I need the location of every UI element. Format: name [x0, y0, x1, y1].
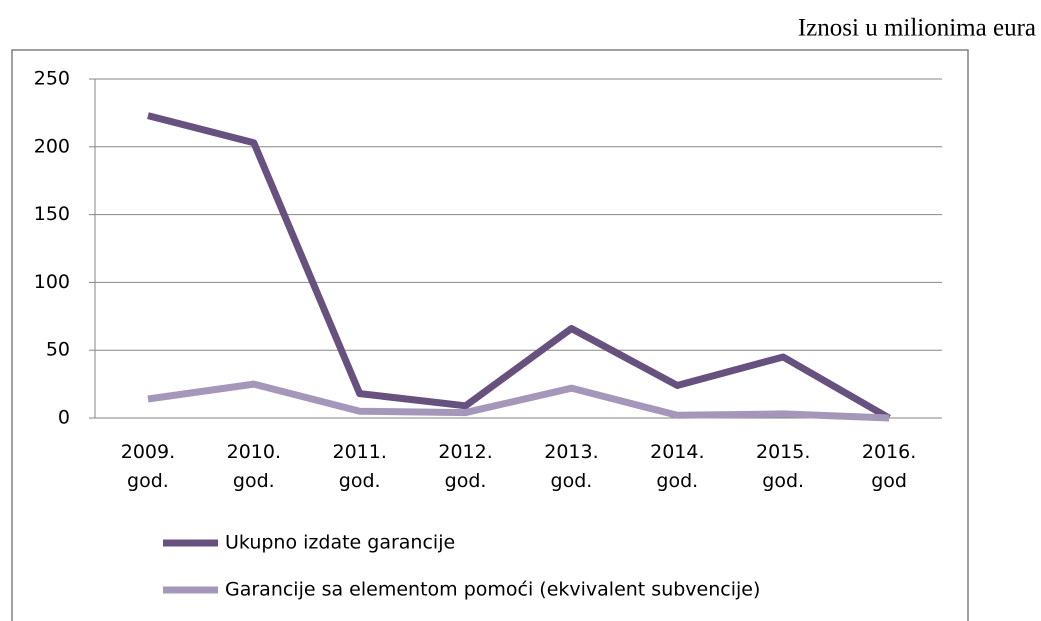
- y-tick-label: 150: [34, 203, 70, 225]
- legend-label: Garancije sa elementom pomoći (ekvivalen…: [225, 579, 760, 601]
- series-line: [147, 112, 891, 422]
- y-tick-label: 100: [34, 271, 70, 293]
- x-tick-label: 2016. god: [861, 441, 917, 492]
- x-tick-label: 2011. god.: [332, 441, 387, 492]
- series-line: [147, 380, 890, 422]
- y-tick-label: 50: [46, 339, 70, 361]
- x-tick-label: 2012. god.: [438, 441, 493, 492]
- y-tick-label: 0: [58, 407, 70, 429]
- chart-subtitle: Iznosi u milionima eura: [798, 15, 1036, 42]
- x-tick-label: 2013. god.: [544, 441, 599, 492]
- x-tick-label: 2014. god.: [650, 441, 705, 492]
- y-tick-label: 200: [34, 135, 70, 157]
- x-tick-label: 2009. god.: [120, 441, 176, 492]
- y-tick-label: 250: [34, 68, 70, 90]
- chart-frame: [11, 49, 969, 621]
- legend-label: Ukupno izdate garancije: [225, 532, 455, 554]
- x-tick-label: 2010. god.: [226, 441, 282, 492]
- x-tick-label: 2015. god.: [755, 441, 811, 492]
